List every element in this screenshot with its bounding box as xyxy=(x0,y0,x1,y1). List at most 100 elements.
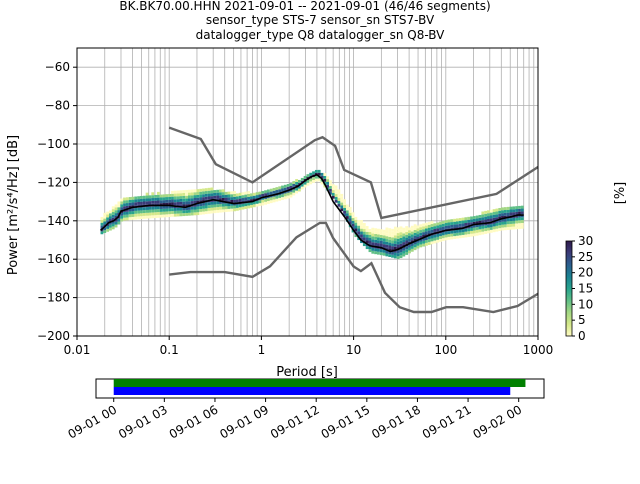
density-cell xyxy=(405,246,409,250)
density-cell xyxy=(362,231,366,235)
density-cell xyxy=(388,228,392,232)
density-cell xyxy=(125,214,129,218)
density-cell xyxy=(106,220,109,224)
density-cell xyxy=(472,230,476,234)
density-cell xyxy=(283,193,287,197)
density-cell xyxy=(320,181,324,185)
density-cell xyxy=(134,199,138,203)
density-cell xyxy=(489,227,493,230)
density-cell xyxy=(357,237,361,241)
density-cell xyxy=(416,237,420,240)
density-cell xyxy=(433,234,437,238)
density-cell xyxy=(377,234,380,238)
density-cell xyxy=(402,239,406,243)
density-cell xyxy=(317,178,321,182)
density-cell xyxy=(156,194,160,198)
density-cell xyxy=(422,243,425,247)
density-cell xyxy=(447,236,451,240)
density-cell xyxy=(140,207,143,211)
density-cell xyxy=(399,232,403,236)
density-cell xyxy=(444,223,448,226)
density-cell xyxy=(393,246,397,250)
density-cell xyxy=(334,191,338,195)
density-cell xyxy=(379,229,383,233)
density-cell xyxy=(470,233,473,237)
density-cell xyxy=(408,236,411,239)
density-cell xyxy=(289,194,293,198)
density-cell xyxy=(512,220,516,224)
density-cell xyxy=(252,204,256,208)
density-cell xyxy=(501,210,504,214)
density-cell xyxy=(433,226,437,230)
density-cell xyxy=(374,242,378,246)
density-cell xyxy=(120,218,124,222)
density-cell xyxy=(481,211,485,215)
density-cell xyxy=(247,205,251,209)
density-cell xyxy=(458,218,462,221)
density-cell xyxy=(433,240,437,244)
density-cell xyxy=(509,226,513,230)
density-cell xyxy=(388,248,392,252)
density-cell xyxy=(264,198,267,202)
density-cell xyxy=(100,219,104,223)
density-cell xyxy=(281,194,284,198)
colorbar-tick-label: 0 xyxy=(578,329,586,343)
density-cell xyxy=(348,209,352,213)
density-cell xyxy=(128,197,132,200)
density-cell xyxy=(515,211,519,215)
density-cell xyxy=(475,227,479,230)
density-cell xyxy=(283,184,287,188)
density-cell xyxy=(467,219,471,223)
density-cell xyxy=(495,214,499,218)
density-cell xyxy=(405,234,409,238)
density-cell xyxy=(360,240,363,244)
density-cell xyxy=(140,213,143,217)
density-cell xyxy=(162,205,166,209)
density-cell xyxy=(159,194,163,198)
density-cell xyxy=(159,211,163,215)
density-cell xyxy=(489,229,493,233)
density-cell xyxy=(125,203,129,206)
density-cell xyxy=(509,206,513,210)
density-cell xyxy=(447,231,451,234)
density-cell xyxy=(396,238,400,242)
density-cell xyxy=(461,234,465,238)
density-cell xyxy=(216,204,220,208)
density-cell xyxy=(286,192,290,196)
density-cell xyxy=(272,190,276,194)
density-cell xyxy=(306,182,310,186)
density-cell xyxy=(250,199,253,203)
density-cell xyxy=(185,212,188,216)
density-cell xyxy=(227,191,231,195)
density-cell xyxy=(227,208,231,212)
density-cell xyxy=(137,196,141,200)
density-cell xyxy=(241,192,245,196)
density-cell xyxy=(286,195,290,199)
density-cell xyxy=(131,196,135,200)
density-cell xyxy=(317,172,321,176)
density-cell xyxy=(379,240,383,244)
density-cell xyxy=(334,199,338,203)
density-cell xyxy=(427,239,431,243)
density-cell xyxy=(323,173,327,176)
density-cell xyxy=(154,215,157,219)
density-cell xyxy=(343,207,346,211)
density-cell xyxy=(461,232,465,235)
density-cell xyxy=(481,231,485,235)
density-cell xyxy=(278,195,282,198)
density-cell xyxy=(365,226,369,229)
density-cell xyxy=(506,224,510,228)
density-cell xyxy=(503,207,507,211)
density-cell xyxy=(334,196,338,200)
density-cell xyxy=(185,192,188,196)
density-cell xyxy=(453,236,457,239)
density-cell xyxy=(382,241,386,245)
density-cell xyxy=(142,215,146,219)
density-cell xyxy=(238,198,242,202)
density-cell xyxy=(148,206,152,210)
density-cell xyxy=(419,232,423,236)
density-cell xyxy=(362,228,366,232)
density-cell xyxy=(520,205,524,209)
density-cell xyxy=(117,207,121,211)
density-cell xyxy=(219,189,222,193)
